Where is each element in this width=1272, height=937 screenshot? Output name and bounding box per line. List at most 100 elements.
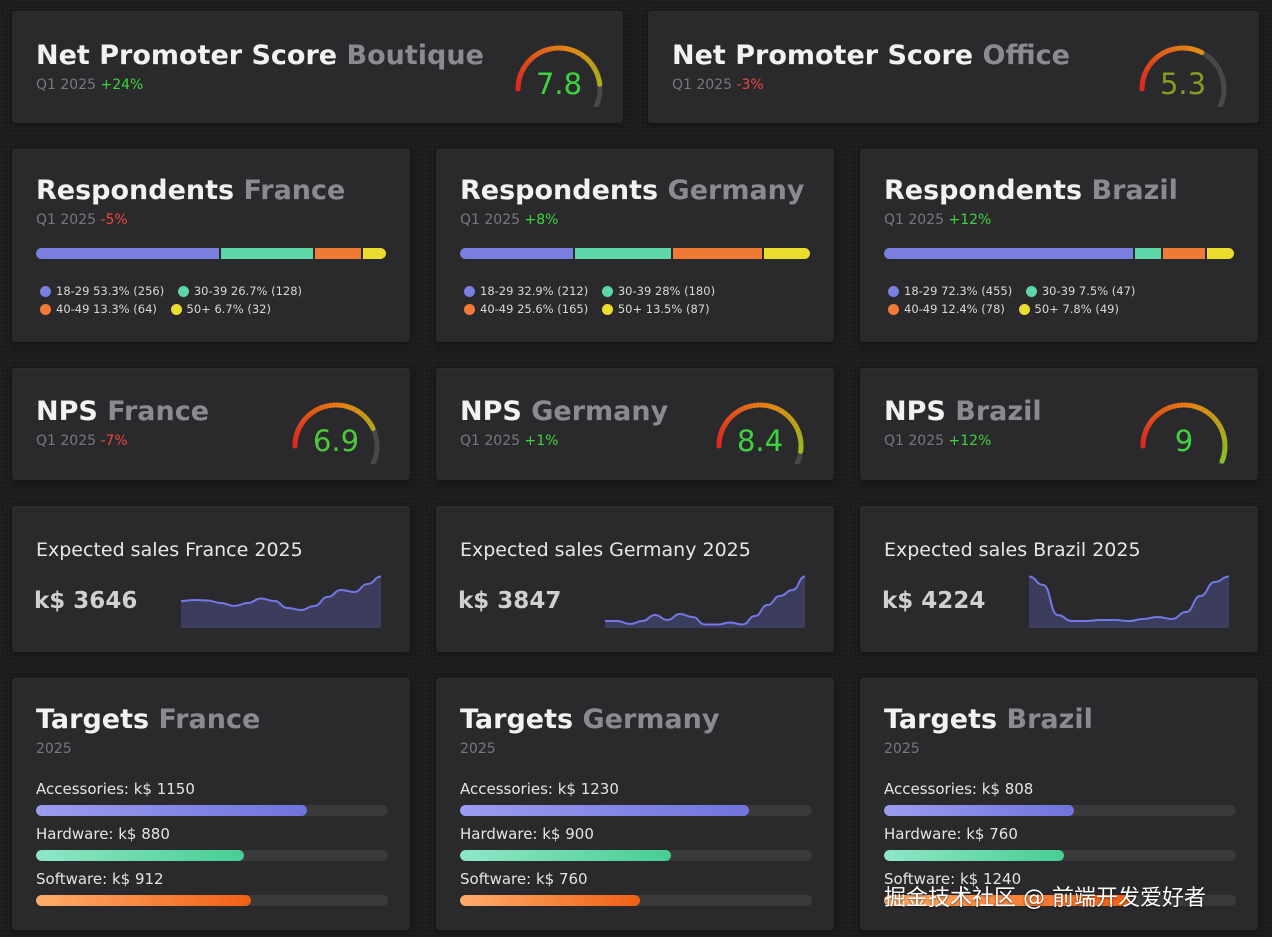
gauge-arc [716, 402, 804, 464]
gauge-fill-segment [584, 56, 591, 63]
gauge-fill-segment [1211, 415, 1218, 422]
target-track [460, 850, 812, 861]
gauge-fill-segment [520, 65, 527, 71]
target-progress-accessories [460, 805, 749, 816]
card-period: Q1 2025 +12% [884, 212, 992, 228]
target-track [36, 850, 388, 861]
card-title: Targets Brazil [884, 704, 1093, 735]
card-year: 2025 [36, 741, 72, 757]
gauge-fill-segment [522, 62, 529, 69]
card-title: NPS France [36, 396, 210, 427]
gauge-fill-segment [765, 402, 770, 409]
gauge-fill-segment [1141, 432, 1148, 437]
legend-dot [464, 285, 475, 297]
gauge-fill-segment [727, 414, 734, 421]
gauge-fill-segment [1140, 78, 1146, 83]
gauge-fill-segment [576, 50, 582, 57]
change-badge: +12% [948, 433, 992, 449]
legend-item: 40-49 13.3% (64) [40, 302, 157, 316]
sales-card-germany: Expected sales Germany 2025 k$ 3847 [436, 506, 834, 652]
gauge-fill-segment [318, 405, 324, 411]
target-label-accessories: Accessories: k$ 1150 [36, 780, 195, 798]
legend-item: 50+ 7.8% (49) [1018, 302, 1119, 316]
gauge-fill-segment [1196, 48, 1205, 56]
legend-item: 50+ 6.7% (32) [170, 302, 271, 316]
target-track [884, 895, 1236, 906]
target-track [460, 805, 812, 816]
target-label-software: Software: k$ 760 [460, 870, 588, 888]
gauge-fill-segment [1155, 52, 1162, 59]
gauge-fill-segment [547, 46, 553, 52]
card-title: Targets France [36, 704, 261, 735]
gauge-fill-segment [1220, 430, 1226, 436]
target-progress-hardware [884, 850, 1064, 861]
gauge-fill-segment [353, 407, 359, 414]
nps-card-office: Net Promoter Score Office Q1 2025 -3% 5.… [648, 11, 1259, 123]
age-segment [1134, 248, 1161, 259]
gauge-fill-segment [782, 411, 789, 418]
card-title: Respondents Brazil [884, 175, 1178, 206]
change-badge: -5% [100, 212, 128, 228]
gauge-fill-segment [1215, 421, 1222, 427]
legend-item: 18-29 72.3% (455) [888, 284, 1012, 298]
target-label-software: Software: k$ 912 [36, 870, 164, 888]
gauge-fill-segment [544, 46, 550, 53]
gauge-fill-segment [303, 414, 310, 421]
gauge-fill-segment [350, 405, 356, 412]
age-segment [36, 248, 220, 259]
gauge-fill-segment [294, 428, 301, 434]
target-label-accessories: Accessories: k$ 808 [884, 780, 1034, 798]
sales-card-brazil: Expected sales Brazil 2025 k$ 4224 [860, 506, 1258, 652]
sparkline-area [181, 576, 381, 628]
sales-title: Expected sales Brazil 2025 [884, 539, 1141, 561]
gauge-score: 6.9 [312, 424, 360, 458]
sales-sparkline [180, 575, 382, 628]
gauge-fill-segment [794, 427, 801, 433]
gauge-fill-segment [1165, 48, 1171, 54]
gauge-fill-segment [529, 54, 536, 61]
target-progress-hardware [36, 850, 244, 861]
legend-item: 18-29 32.9% (212) [464, 284, 588, 298]
nps-gauge: 5.3 [1135, 43, 1231, 107]
age-segment [1162, 248, 1206, 259]
sparkline-area [1029, 576, 1229, 628]
gauge-fill-segment [730, 411, 737, 418]
sales-title: Expected sales France 2025 [36, 539, 303, 561]
legend-item: 18-29 53.3% (256) [40, 284, 164, 298]
gauge-fill-segment [793, 424, 800, 430]
gauge-fill-segment [1153, 54, 1160, 61]
gauge-arc [292, 402, 380, 464]
legend-row: 18-29 72.3% (455) 30-39 7.5% (47) [888, 284, 1145, 300]
target-track [884, 805, 1236, 816]
sparkline-line [605, 575, 806, 626]
gauge-fill-segment [358, 411, 365, 418]
age-segment [1207, 248, 1234, 259]
gauge-fill-segment [1146, 62, 1153, 69]
gauge-fill-segment [796, 430, 802, 436]
gauge-score: 8.4 [736, 424, 784, 458]
gauge-fill-segment [1162, 406, 1169, 413]
gauge-fill-segment [718, 428, 725, 434]
gauge-fill-segment [735, 407, 742, 415]
target-label-hardware: Hardware: k$ 760 [884, 825, 1018, 843]
target-progress-accessories [36, 805, 308, 816]
gauge-fill-segment [1140, 75, 1147, 80]
gauge-fill-segment [1141, 71, 1148, 77]
target-track [884, 850, 1236, 861]
gauge-fill-segment [1161, 49, 1168, 56]
gauge-fill-segment [297, 422, 304, 428]
targets-card-brazil: Targets Brazil 2025 Accessories: k$ 808 … [860, 678, 1258, 930]
card-period: Q1 2025 -3% [672, 77, 764, 93]
gauge-fill-segment [742, 405, 748, 411]
age-segment [315, 248, 361, 259]
gauge-fill-segment [797, 434, 803, 439]
gauge-fill-segment [1171, 46, 1177, 52]
gauge-fill-segment [780, 409, 786, 416]
age-segment [763, 248, 810, 259]
gauge-fill-segment [296, 425, 303, 431]
sales-title: Expected sales Germany 2025 [460, 539, 751, 561]
age-segment [221, 248, 314, 259]
gauge-fill-segment [1144, 425, 1151, 431]
gauge-fill-segment [590, 64, 597, 70]
gauge-fill-segment [1151, 414, 1158, 421]
